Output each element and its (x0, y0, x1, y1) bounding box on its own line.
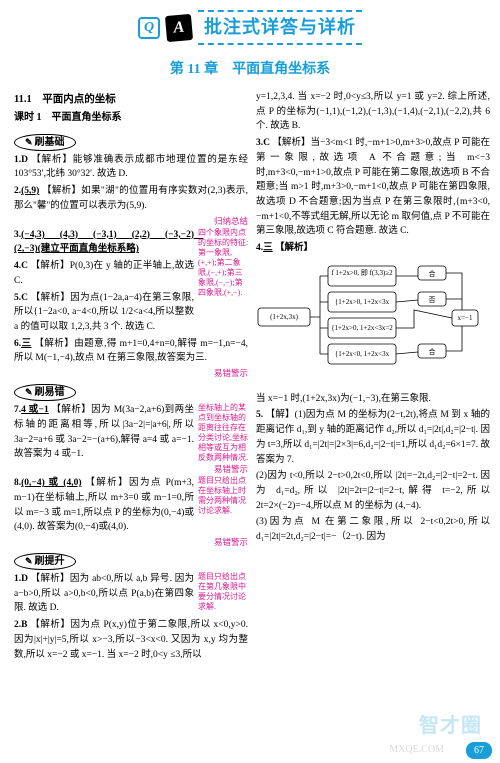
annot-heading-3: 易错警示 (14, 464, 248, 475)
item-r4: 4.三 【解析】 (256, 241, 490, 256)
svg-text:{1+2x<0, 1+2x<3x: {1+2x<0, 1+2x<3x (335, 350, 390, 358)
explain-text: 【解析】因为 ab<0,所以 a,b 异号. 因为 a−b>0,所以 a>0,b… (14, 574, 194, 613)
answer: 三 (21, 339, 31, 349)
answer: B (21, 620, 27, 630)
annot-heading-4: 易错警示 (14, 537, 248, 548)
item-r5-2: (2)因为 t<0,所以 2−t>0,2t<0,所以 |2t|=−2t,d₂=|… (256, 469, 490, 513)
explain-text: 【解析】如果"湖"的位置用有序实数对(2,3)表示,那么"馨"的位置可以表示为(… (14, 186, 248, 211)
page-header: Q A 批注式详答与详析 (0, 0, 500, 51)
item-r3: 3.C 【解析】当−3<m<1 时,−m+1>0,m+3>0,故点 P 可能在第… (256, 136, 490, 239)
explain-text: 【解析】由题意,得 m+1=0,4+n=0,解得 m=−1,n=−4,所以 M(… (14, 339, 248, 364)
side-annot-4: 题目只给出点在第几象限中要分情况讨论求解. (198, 572, 250, 612)
item-3: 3.(−4,3) (4,3) (−3,1) (2,2) (−3,−2) (2,−… (14, 228, 248, 257)
tag-up: 刷提升 (14, 553, 76, 570)
explain-text: 【解】(1)因为点 M 的坐标为(2−t,2t),将点 M 到 x 轴的距离记作… (256, 410, 490, 464)
answer: 三 (263, 243, 273, 253)
section-title: 11.1 平面内点的坐标 (14, 92, 248, 108)
explain-text: 【解析】因为点 P(x,y)位于第二象限,所以 x<0,y>0. 因为|x|+|… (14, 620, 248, 659)
svg-text:合: 合 (429, 269, 436, 278)
svg-text:f 1+2x>0, 即 f(3,3)≥2: f 1+2x>0, 即 f(3,3)≥2 (331, 269, 393, 277)
num: 5. (256, 410, 263, 420)
svg-text:{1+2x>0, 1+2x<3x=2: {1+2x>0, 1+2x<3x=2 (331, 324, 393, 332)
explain-text: 【解析】 (275, 242, 313, 253)
tag-err: 刷易错 (14, 384, 76, 401)
item-up2: 2.B 【解析】因为点 P(x,y)位于第二象限,所以 x<0,y>0. 因为|… (14, 618, 248, 662)
tag-basic: 刷基础 (14, 134, 76, 151)
svg-text:{1+2x>0, 1+2x<3x: {1+2x>0, 1+2x<3x (335, 298, 390, 306)
svg-text:(1+2x,3x): (1+2x,3x) (270, 313, 299, 321)
answer: (5,9) (21, 186, 39, 196)
item-4: 4.C 【解析】P(0,3)在 y 轴的正半轴上,故选 C. (14, 259, 248, 288)
answer: C (21, 293, 28, 303)
answer: C (21, 261, 28, 271)
item-6: 6.三 【解析】由题意,得 m+1=0,4+n=0,解得 m=−1,n=−4,所… (14, 337, 248, 366)
answer: D (21, 574, 28, 584)
explain-text: 【解析】能够准确表示成都市地理位置的是东经 103°53′,北纬 30°32′.… (14, 155, 248, 180)
flowchart-diagram: (1+2x,3x) f 1+2x>0, 即 f(3,3)≥2 {1+2x>0, … (256, 262, 480, 380)
explain-text: 【解析】因为点(1−2a,a−4)在第三象限,所以{1−2a<0, a−4<0,… (14, 293, 194, 332)
chapter-title: 第 11 章 平面直角坐标系 (0, 59, 500, 80)
annot-heading-1: 归纳总结 (14, 216, 248, 227)
item-5: 5.C 【解析】因为点(1−2a,a−4)在第三象限,所以{1−2a<0, a−… (14, 291, 248, 335)
item-r5-3: (3)因为点 M 在第二象限,所以 2−t<0,2t>0,所以 d₁=|2t|=… (256, 515, 490, 544)
a-icon: A (165, 13, 193, 41)
item-r4-after: 当 x=−1 时,(1+2x,3x)为(−1,−3),在第三象限. (256, 392, 490, 407)
item-1: 1.D 【解析】能够准确表示成都市地理位置的是东经 103°53′,北纬 30°… (14, 153, 248, 182)
answer: C (263, 138, 270, 148)
watermark: 智才圈 (419, 711, 482, 741)
left-column: 11.1 平面内点的坐标 课时 1 平面直角坐标系 刷基础 1.D 【解析】能够… (14, 90, 248, 664)
item-7: 7.4 或−1 【解析】因为 M(3a−2,a+6)到两坐标轴的距离相等,所以|… (14, 403, 248, 462)
svg-text:合: 合 (429, 347, 436, 356)
svg-text:否: 否 (429, 296, 436, 304)
side-annot-2: 坐标轴上的某点到坐标轴的距离往往存在分类讨论,坐标相等或互为相反数两种情况. (198, 403, 250, 463)
item-up1: 1.D 【解析】因为 ab<0,所以 a,b 异号. 因为 a−b>0,所以 a… (14, 572, 248, 616)
logo-block: Q A 批注式详答与详析 (138, 10, 362, 45)
cont-1: y=1,2,3,4. 当 x=−2 时,0<y≤3,所以 y=1 或 y=2. … (256, 90, 490, 134)
item-2: 2.(5,9) 【解析】如果"湖"的位置用有序实数对(2,3)表示,那么"馨"的… (14, 184, 248, 213)
right-column: y=1,2,3,4. 当 x=−2 时,0<y≤3,所以 y=1 或 y=2. … (256, 90, 490, 664)
q-icon: Q (138, 17, 160, 39)
item-r5: 5. 【解】(1)因为点 M 的坐标为(2−t,2t),将点 M 到 x 轴的距… (256, 408, 490, 467)
content-columns: 11.1 平面内点的坐标 课时 1 平面直角坐标系 刷基础 1.D 【解析】能够… (0, 90, 500, 664)
answer: (−4,3) (4,3) (−3,1) (2,2) (−3,−2) (2,−3)… (14, 230, 204, 255)
explain-text: 【解析】P(0,3)在 y 轴的正半轴上,故选 C. (14, 261, 194, 286)
svg-text:x=−1: x=−1 (458, 314, 473, 322)
page-number-badge: 67 (466, 742, 492, 759)
item-8: 8.(0,−4) 或 (4,0) 【解析】因为点 P(m+3, m−1)在坐标轴… (14, 476, 248, 535)
banner-title: 批注式详答与详析 (198, 10, 362, 45)
answer: D (21, 155, 28, 165)
answer: 4 或−1 (21, 405, 49, 415)
watermark-url: MXQE.COM (389, 742, 444, 757)
side-annot-3: 题目只给出点在坐标轴上时需分两种情况讨论求解. (198, 476, 250, 516)
answer: (0,−4) 或 (4,0) (21, 478, 81, 488)
annot-heading-2: 易错警示 (14, 368, 248, 379)
explain-text: 【解析】当−3<m<1 时,−m+1>0,m+3>0,故点 P 可能在第一象限,… (256, 138, 490, 236)
lesson-title: 课时 1 平面直角坐标系 (14, 110, 248, 126)
